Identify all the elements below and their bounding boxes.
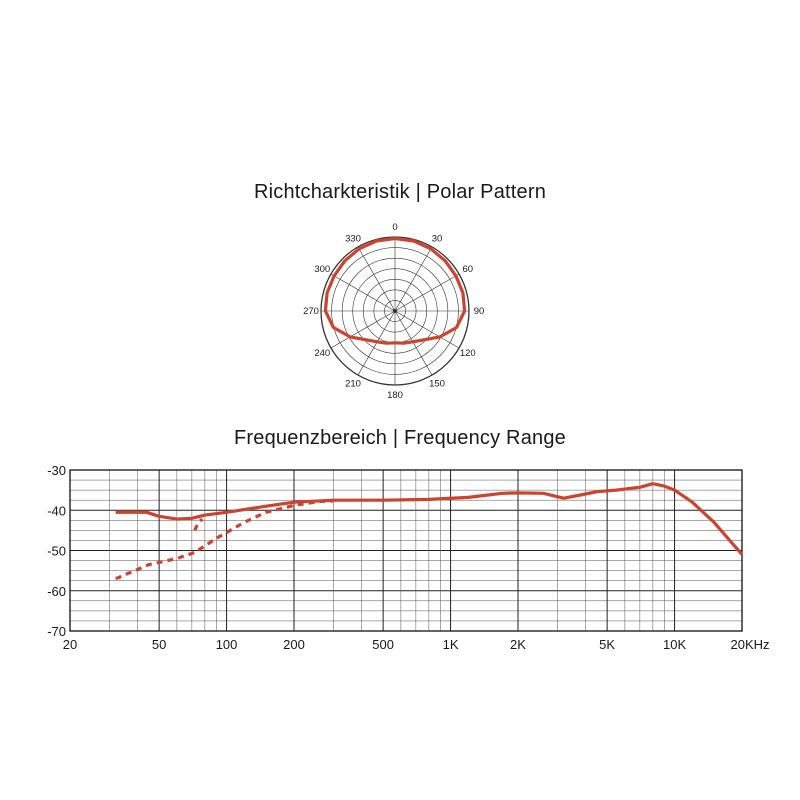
polar-angle-label: 270: [303, 306, 319, 317]
x-tick-label: 10K: [663, 637, 686, 652]
x-tick-label: 1K: [443, 637, 459, 652]
y-tick-label: -40: [47, 503, 66, 518]
frequency-range-title: Frequenzbereich | Frequency Range: [234, 427, 566, 449]
polar-angle-label: 90: [474, 306, 485, 317]
polar-angle-label: 150: [429, 379, 445, 390]
x-tick-label: 20KHz: [730, 637, 769, 652]
polar-angle-label: 60: [462, 264, 473, 275]
x-tick-label: 500: [372, 637, 394, 652]
dashed-response-curve: [115, 499, 334, 581]
polar-angle-label: 330: [345, 233, 361, 244]
x-tick-label: 20: [63, 637, 77, 652]
polar-angle-label: 120: [460, 348, 476, 359]
polar-center: [393, 309, 397, 313]
polar-angle-label: 300: [314, 264, 330, 275]
solid-response-curve: [115, 482, 744, 556]
polar-angle-label: 240: [314, 348, 330, 359]
y-tick-label: -30: [47, 463, 66, 478]
polar-angle-label: 0: [392, 222, 397, 233]
polar-spoke: [357, 246, 396, 312]
x-tick-label: 200: [283, 637, 305, 652]
y-tick-label: -50: [47, 544, 66, 559]
polar-angle-label: 180: [387, 390, 403, 401]
polar-grid: [320, 236, 470, 386]
polar-spoke: [330, 310, 396, 349]
x-tick-label: 5K: [599, 637, 615, 652]
y-tick-label: -60: [47, 584, 66, 599]
plot-frame: [69, 469, 743, 632]
x-tick-label: 2K: [510, 637, 526, 652]
polar-spoke: [394, 310, 460, 349]
x-tick-label: 100: [216, 637, 238, 652]
polar-angle-label: 210: [345, 379, 361, 390]
x-tick-label: 50: [152, 637, 166, 652]
polar-spoke: [394, 273, 460, 312]
polar-spoke: [330, 273, 396, 312]
polar-angle-label: 30: [432, 233, 443, 244]
polar-pattern-title: Richtcharkteristik | Polar Pattern: [253, 181, 547, 203]
frequency-grid: [69, 469, 743, 632]
polar-spoke: [394, 246, 433, 312]
y-tick-label: -70: [47, 624, 66, 639]
polar-pattern-curve: [323, 236, 467, 345]
dashed-response-curve: [193, 517, 204, 532]
